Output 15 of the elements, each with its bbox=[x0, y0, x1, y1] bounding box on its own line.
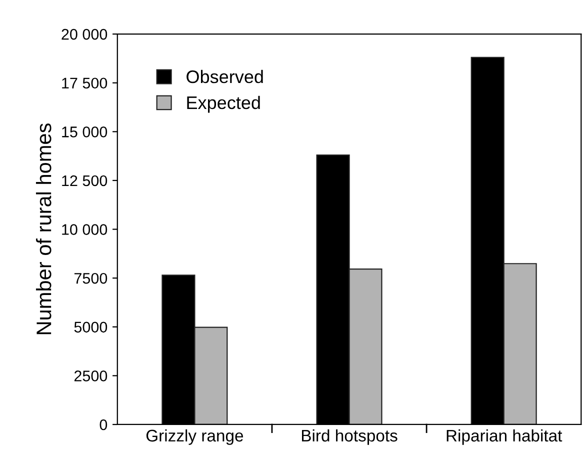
y-tick-label: 2500 bbox=[74, 370, 108, 382]
x-tick-label: Grizzly range bbox=[146, 429, 244, 445]
x-tick-label: Riparian habitat bbox=[446, 429, 562, 445]
y-tick-label: 5000 bbox=[74, 322, 108, 333]
y-tick-label: 17 500 bbox=[62, 78, 108, 89]
legend-label: Expected bbox=[187, 96, 260, 113]
y-tick-label: 20 000 bbox=[62, 28, 108, 40]
y-tick-label: 15 000 bbox=[62, 126, 108, 138]
legend-label: Observed bbox=[186, 70, 263, 84]
y-tick-label: 0 bbox=[100, 419, 108, 430]
y-tick-label: 7500 bbox=[74, 272, 108, 284]
y-tick-label: 12 500 bbox=[62, 175, 108, 186]
y-tick-label: 10 000 bbox=[62, 224, 108, 235]
x-tick-label: Bird hotspots bbox=[302, 429, 398, 445]
y-axis-title: Number of rural homes bbox=[36, 123, 52, 334]
